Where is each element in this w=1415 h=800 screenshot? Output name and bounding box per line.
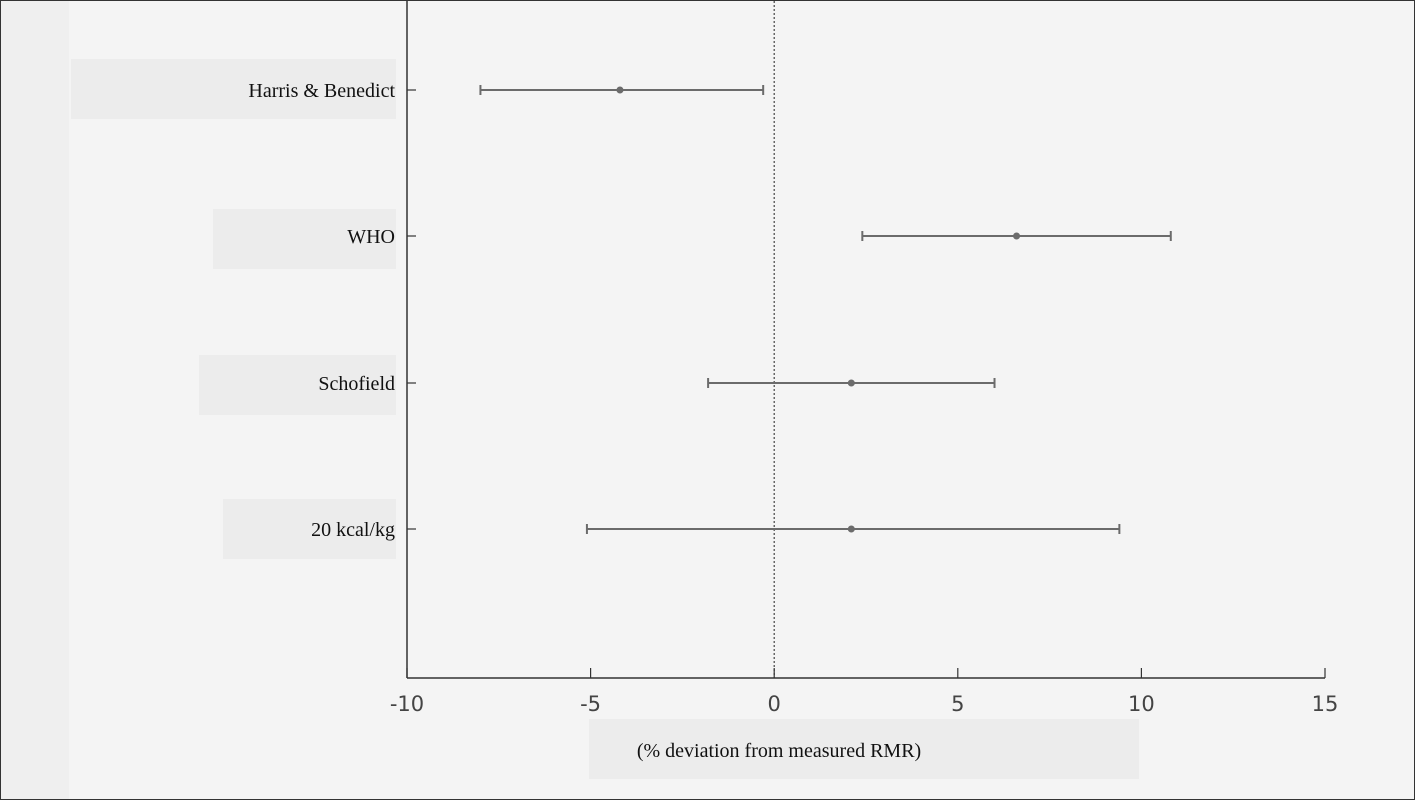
x-tick-label: -5 — [580, 692, 601, 716]
category-label: Harris & Benedict — [248, 80, 395, 102]
x-tick-label: -10 — [390, 692, 424, 716]
mean-point — [847, 525, 855, 533]
label-shade-box — [223, 499, 396, 559]
mean-point — [1013, 232, 1021, 240]
x-tick-label: 10 — [1128, 692, 1155, 716]
category-label: WHO — [347, 226, 395, 248]
mean-point — [847, 379, 855, 387]
label-shade-box — [199, 355, 396, 415]
mean-point — [616, 86, 624, 94]
x-tick-label: 15 — [1312, 692, 1339, 716]
label-shade-box — [71, 59, 396, 119]
x-tick-label: 5 — [951, 692, 964, 716]
xlabel-shade-box — [589, 719, 1139, 779]
category-label: 20 kcal/kg — [311, 519, 395, 541]
category-label: Schofield — [318, 373, 395, 395]
margin-shade — [1, 1, 69, 799]
x-axis-title: (% deviation from measured RMR) — [637, 740, 921, 762]
x-tick-label: 0 — [768, 692, 781, 716]
label-shade-box — [213, 209, 396, 269]
